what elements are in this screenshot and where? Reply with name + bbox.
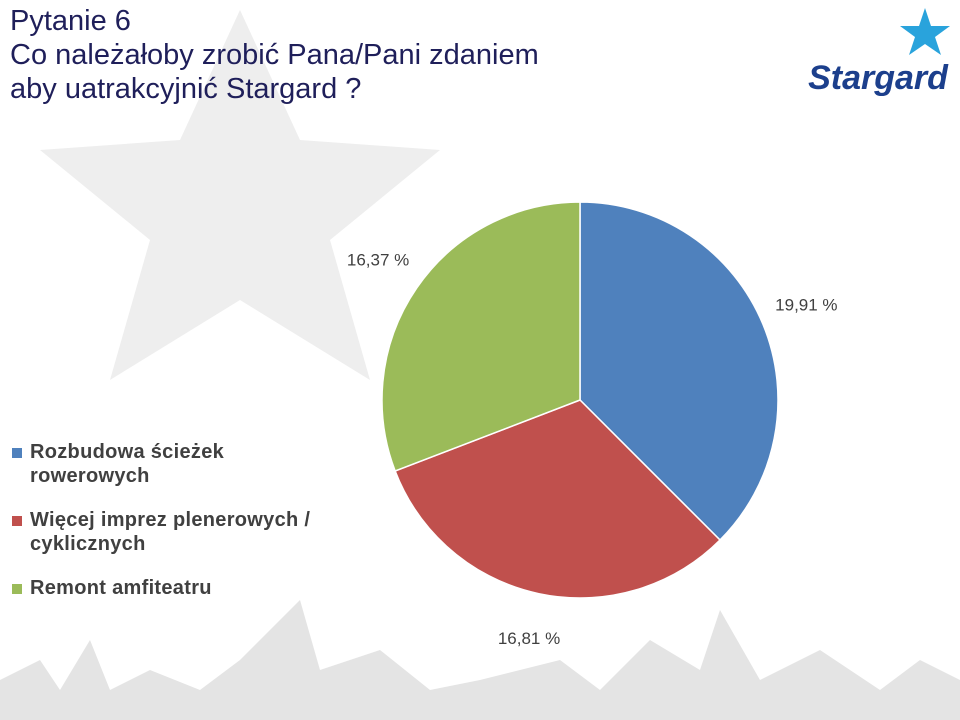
legend-label: Więcej imprez plenerowych / cyklicznych — [30, 509, 311, 555]
pie: 19,91 % 16,81 % 16,37 % — [347, 201, 838, 648]
legend-item: Więcej imprez plenerowych / cyklicznych — [12, 508, 332, 556]
data-label: 16,37 % — [347, 251, 409, 270]
legend: Rozbudowa ścieżek rowerowych Więcej impre… — [12, 440, 332, 620]
background-star — [40, 10, 440, 380]
logo-star — [900, 8, 950, 55]
pie-slice — [381, 201, 581, 472]
subtitle: aby uatrakcyjnić Stargard ? — [10, 73, 362, 105]
header: Pytanie 6 Co należałoby zrobić Pana/Pani… — [10, 4, 539, 106]
data-label: 16,81 % — [498, 629, 560, 648]
data-label: 19,91 % — [775, 296, 837, 315]
logo: Stargard — [808, 59, 949, 97]
subtitle: Co należałoby zrobić Pana/Pani zdaniem — [10, 39, 539, 71]
title: Pytanie 6 — [10, 5, 131, 37]
legend-item: Remont amfiteatru — [12, 576, 332, 600]
legend-item: Rozbudowa ścieżek rowerowych — [12, 440, 332, 488]
pie-slice — [579, 201, 779, 542]
legend-swatch — [12, 516, 22, 526]
legend-label: Rozbudowa ścieżek rowerowych — [30, 441, 225, 487]
legend-label: Remont amfiteatru — [30, 577, 212, 599]
legend-swatch — [12, 584, 22, 594]
pie-slice — [394, 399, 722, 599]
skyline — [0, 600, 960, 720]
legend-swatch — [12, 448, 22, 458]
